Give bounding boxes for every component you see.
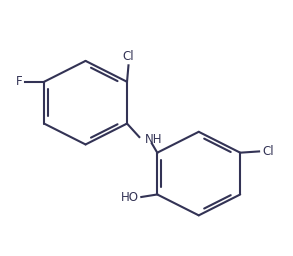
Text: NH: NH [145, 133, 163, 146]
Text: Cl: Cl [263, 145, 275, 158]
Text: HO: HO [120, 190, 138, 204]
Text: F: F [16, 75, 22, 88]
Text: Cl: Cl [123, 50, 134, 63]
